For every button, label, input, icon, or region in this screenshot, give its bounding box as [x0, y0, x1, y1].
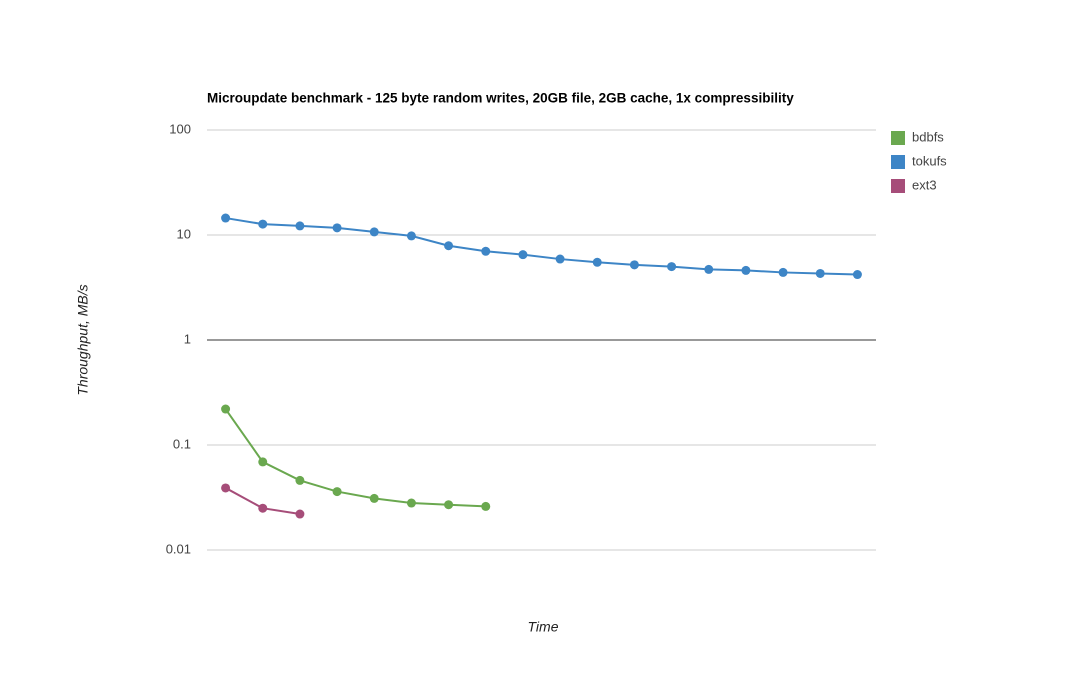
y-tick-label: 0.1 — [173, 436, 191, 451]
data-point — [481, 246, 491, 256]
data-point — [592, 257, 602, 267]
data-point — [295, 475, 305, 485]
data-point — [704, 264, 714, 274]
data-point — [444, 241, 454, 251]
chart-title: Microupdate benchmark - 125 byte random … — [207, 91, 794, 106]
data-point — [332, 223, 342, 233]
data-point — [815, 268, 825, 278]
data-point — [295, 509, 305, 519]
legend-swatch — [891, 179, 905, 193]
data-point — [369, 493, 379, 503]
data-point — [481, 501, 491, 511]
data-point — [221, 213, 231, 223]
legend-swatch — [891, 131, 905, 145]
data-point — [629, 260, 639, 270]
data-point — [406, 231, 416, 241]
series-line — [224, 408, 486, 508]
x-axis-title: Time — [528, 619, 559, 635]
legend-label: ext3 — [912, 177, 937, 192]
data-point — [406, 498, 416, 508]
data-point — [555, 254, 565, 264]
data-point — [369, 227, 379, 237]
data-point — [444, 500, 454, 510]
y-tick-label: 1 — [184, 331, 191, 346]
data-point — [852, 270, 862, 280]
data-point — [258, 219, 268, 229]
data-point — [221, 404, 231, 414]
data-point — [295, 221, 305, 231]
y-tick-label: 10 — [177, 226, 191, 241]
data-point — [741, 265, 751, 275]
data-point — [332, 487, 342, 497]
legend-label: tokufs — [912, 153, 947, 168]
y-tick-label: 100 — [169, 121, 191, 136]
data-point — [778, 267, 788, 277]
y-tick-label: 0.01 — [166, 541, 191, 556]
data-point — [258, 457, 268, 467]
y-axis-title: Throughput, MB/s — [75, 284, 91, 395]
data-point — [221, 483, 231, 493]
legend-swatch — [891, 155, 905, 169]
data-point — [667, 262, 677, 272]
legend-label: bdbfs — [912, 129, 944, 144]
data-point — [258, 503, 268, 513]
series-line — [225, 217, 858, 276]
data-point — [518, 250, 528, 260]
